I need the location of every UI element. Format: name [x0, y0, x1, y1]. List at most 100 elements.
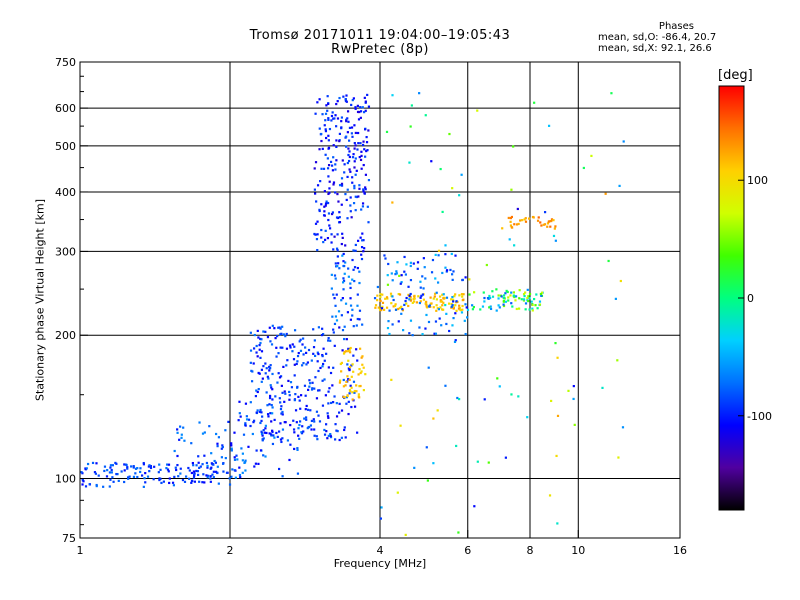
echo-point — [380, 307, 384, 310]
echo-point — [299, 338, 302, 341]
echo-point — [313, 420, 316, 423]
echo-point — [348, 389, 352, 392]
echo-point — [297, 395, 300, 398]
echo-point — [488, 296, 492, 300]
echo-point — [95, 483, 98, 487]
echo-point — [340, 177, 344, 180]
echo-point — [352, 202, 356, 205]
echo-point — [324, 119, 327, 122]
echo-point — [256, 355, 259, 358]
echo-point — [582, 166, 585, 170]
echo-point — [508, 238, 511, 241]
echo-point — [111, 464, 114, 467]
echo-point — [326, 412, 329, 415]
echo-point — [296, 472, 300, 475]
axes: 1 2 4 6 8 10 16 75 100 200 300 400 500 600 750 — [55, 56, 687, 557]
echo-point — [330, 233, 333, 236]
echo-point — [307, 348, 311, 352]
echo-point — [333, 274, 337, 277]
echo-point — [432, 417, 435, 420]
echo-point — [341, 254, 344, 257]
echo-point — [346, 394, 349, 398]
echo-point — [527, 299, 530, 303]
echo-point — [455, 444, 458, 448]
echo-point — [224, 456, 227, 460]
echo-point — [348, 368, 351, 372]
echo-point — [614, 297, 617, 300]
echo-point — [327, 164, 331, 167]
echo-point — [327, 212, 331, 215]
echo-point — [349, 170, 352, 173]
echo-point — [362, 140, 365, 143]
echo-point — [517, 222, 520, 226]
echo-point — [321, 354, 324, 358]
echo-point — [313, 428, 316, 431]
echo-point — [108, 471, 111, 474]
echo-point — [360, 208, 363, 211]
echo-point — [212, 476, 215, 479]
echo-point — [515, 223, 519, 226]
echo-point — [314, 222, 318, 225]
grid-lines — [80, 62, 680, 538]
phase-stats-heading: Phases — [658, 21, 694, 32]
echo-point — [348, 378, 351, 381]
echo-point — [345, 135, 348, 138]
echo-point — [483, 300, 486, 303]
echo-point — [328, 387, 331, 390]
echo-point — [338, 211, 341, 214]
echo-point — [267, 377, 270, 380]
echo-point — [479, 308, 482, 311]
echo-point — [298, 437, 301, 440]
echo-point — [325, 352, 328, 355]
echo-point — [328, 227, 332, 230]
echo-point — [376, 299, 379, 302]
echo-point — [336, 192, 339, 196]
echo-point — [221, 444, 224, 447]
echo-point — [441, 293, 444, 296]
echo-point — [179, 472, 182, 475]
echo-point — [324, 130, 328, 133]
echo-point — [444, 253, 447, 256]
echo-point — [255, 449, 258, 452]
echo-point — [233, 431, 236, 434]
echo-point — [276, 435, 279, 439]
echo-point — [241, 452, 244, 455]
echo-point — [251, 432, 254, 436]
echo-point — [496, 377, 499, 380]
echo-point — [424, 327, 427, 330]
echo-point — [191, 461, 194, 465]
echo-point — [520, 298, 523, 301]
echo-point — [356, 104, 359, 107]
echo-point — [363, 111, 366, 114]
echo-point — [339, 362, 342, 366]
echo-point — [134, 467, 138, 470]
echo-point — [339, 379, 342, 382]
echo-point — [330, 241, 333, 244]
echo-point — [483, 296, 486, 300]
echo-point — [325, 104, 328, 107]
echo-point — [411, 334, 414, 337]
echo-point — [357, 142, 360, 145]
echo-point — [349, 346, 352, 350]
echo-point — [157, 471, 160, 474]
echo-point — [82, 480, 85, 483]
echo-point — [256, 390, 259, 394]
echo-point — [461, 308, 464, 311]
echo-point — [305, 404, 308, 408]
echo-point — [330, 119, 333, 122]
echo-point — [111, 476, 114, 479]
echo-point — [343, 396, 346, 399]
echo-point — [134, 472, 137, 475]
echo-point — [286, 359, 289, 362]
echo-point — [345, 380, 348, 384]
echo-point — [349, 286, 352, 290]
echo-point — [332, 328, 335, 331]
echo-point — [360, 150, 363, 153]
echo-point — [344, 97, 347, 101]
echo-point — [273, 436, 276, 439]
echo-point — [312, 346, 316, 349]
echo-point — [459, 309, 462, 312]
echo-point — [517, 307, 521, 310]
echo-point — [271, 406, 274, 409]
echo-point — [142, 461, 145, 465]
